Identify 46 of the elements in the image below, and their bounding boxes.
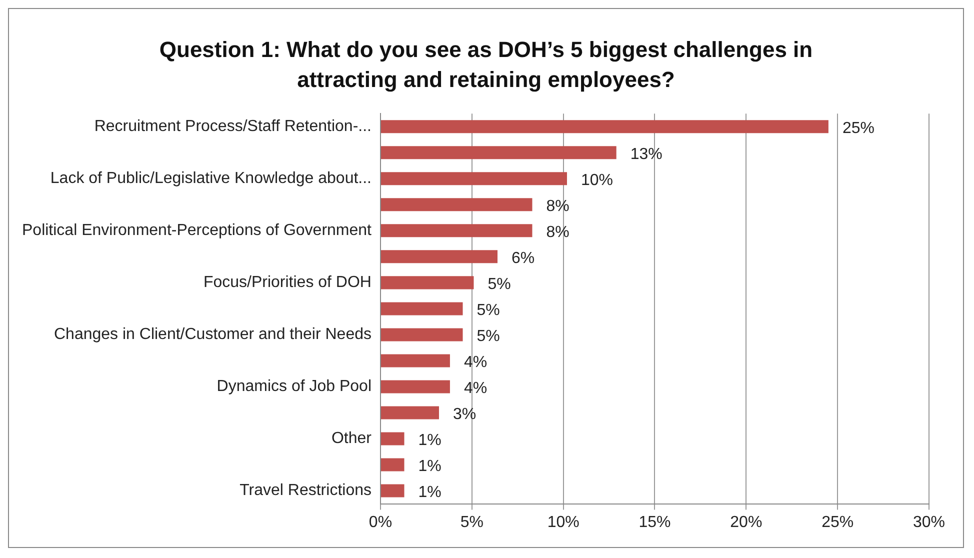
- data-label: 1%: [418, 458, 442, 476]
- data-label: 3%: [453, 406, 476, 424]
- bar: [380, 146, 616, 160]
- data-label: 4%: [464, 380, 488, 398]
- x-tick-label: 20%: [730, 514, 762, 531]
- bar: [380, 198, 532, 212]
- bar: [380, 354, 450, 368]
- bar: [380, 328, 463, 342]
- bar: [380, 250, 498, 264]
- data-label: 5%: [476, 302, 500, 320]
- x-tick-label: 10%: [547, 514, 580, 531]
- y-tick-label: Changes in Client/Customer and their Needs: [54, 326, 372, 344]
- bar: [380, 380, 450, 394]
- x-tick-label: 0%: [368, 514, 392, 531]
- y-tick-label: Political Environment-Perceptions of Government: [22, 222, 372, 240]
- y-tick-label: Other: [331, 430, 372, 448]
- bar: [380, 276, 474, 290]
- x-tick-label: 25%: [822, 514, 854, 531]
- x-tick-label: 5%: [460, 514, 484, 531]
- bar: [380, 224, 532, 238]
- bar: [380, 172, 567, 186]
- data-label: 1%: [418, 484, 442, 502]
- data-label: 5%: [476, 328, 500, 346]
- bar: [380, 120, 828, 134]
- bar: [380, 432, 404, 446]
- data-label: 1%: [418, 432, 442, 450]
- y-tick-label: Travel Restrictions: [240, 482, 372, 500]
- bar: [380, 406, 439, 420]
- data-label: 13%: [630, 146, 662, 164]
- y-tick-label: Dynamics of Job Pool: [216, 378, 372, 396]
- y-tick-label: Recruitment Process/Staff Retention-...: [94, 118, 372, 136]
- bar: [380, 302, 463, 316]
- data-label: 25%: [842, 120, 874, 138]
- data-label: 8%: [546, 224, 570, 242]
- data-label: 6%: [512, 250, 535, 268]
- data-label: 10%: [580, 172, 614, 190]
- chart-title: Question 1: What do you see as DOH’s 5 biggest challenges in attracting and retaining employees?: [158, 36, 814, 94]
- y-tick-label: Focus/Priorities of DOH: [203, 274, 372, 292]
- x-tick-label: 15%: [638, 514, 671, 531]
- x-tick-label: 30%: [912, 514, 946, 531]
- data-label: 4%: [464, 354, 488, 372]
- bar: [380, 458, 404, 472]
- bar: [380, 484, 404, 498]
- data-label: 8%: [546, 198, 570, 216]
- data-label: 5%: [488, 276, 511, 294]
- y-tick-label: Lack of Public/Legislative Knowledge about...: [50, 170, 372, 188]
